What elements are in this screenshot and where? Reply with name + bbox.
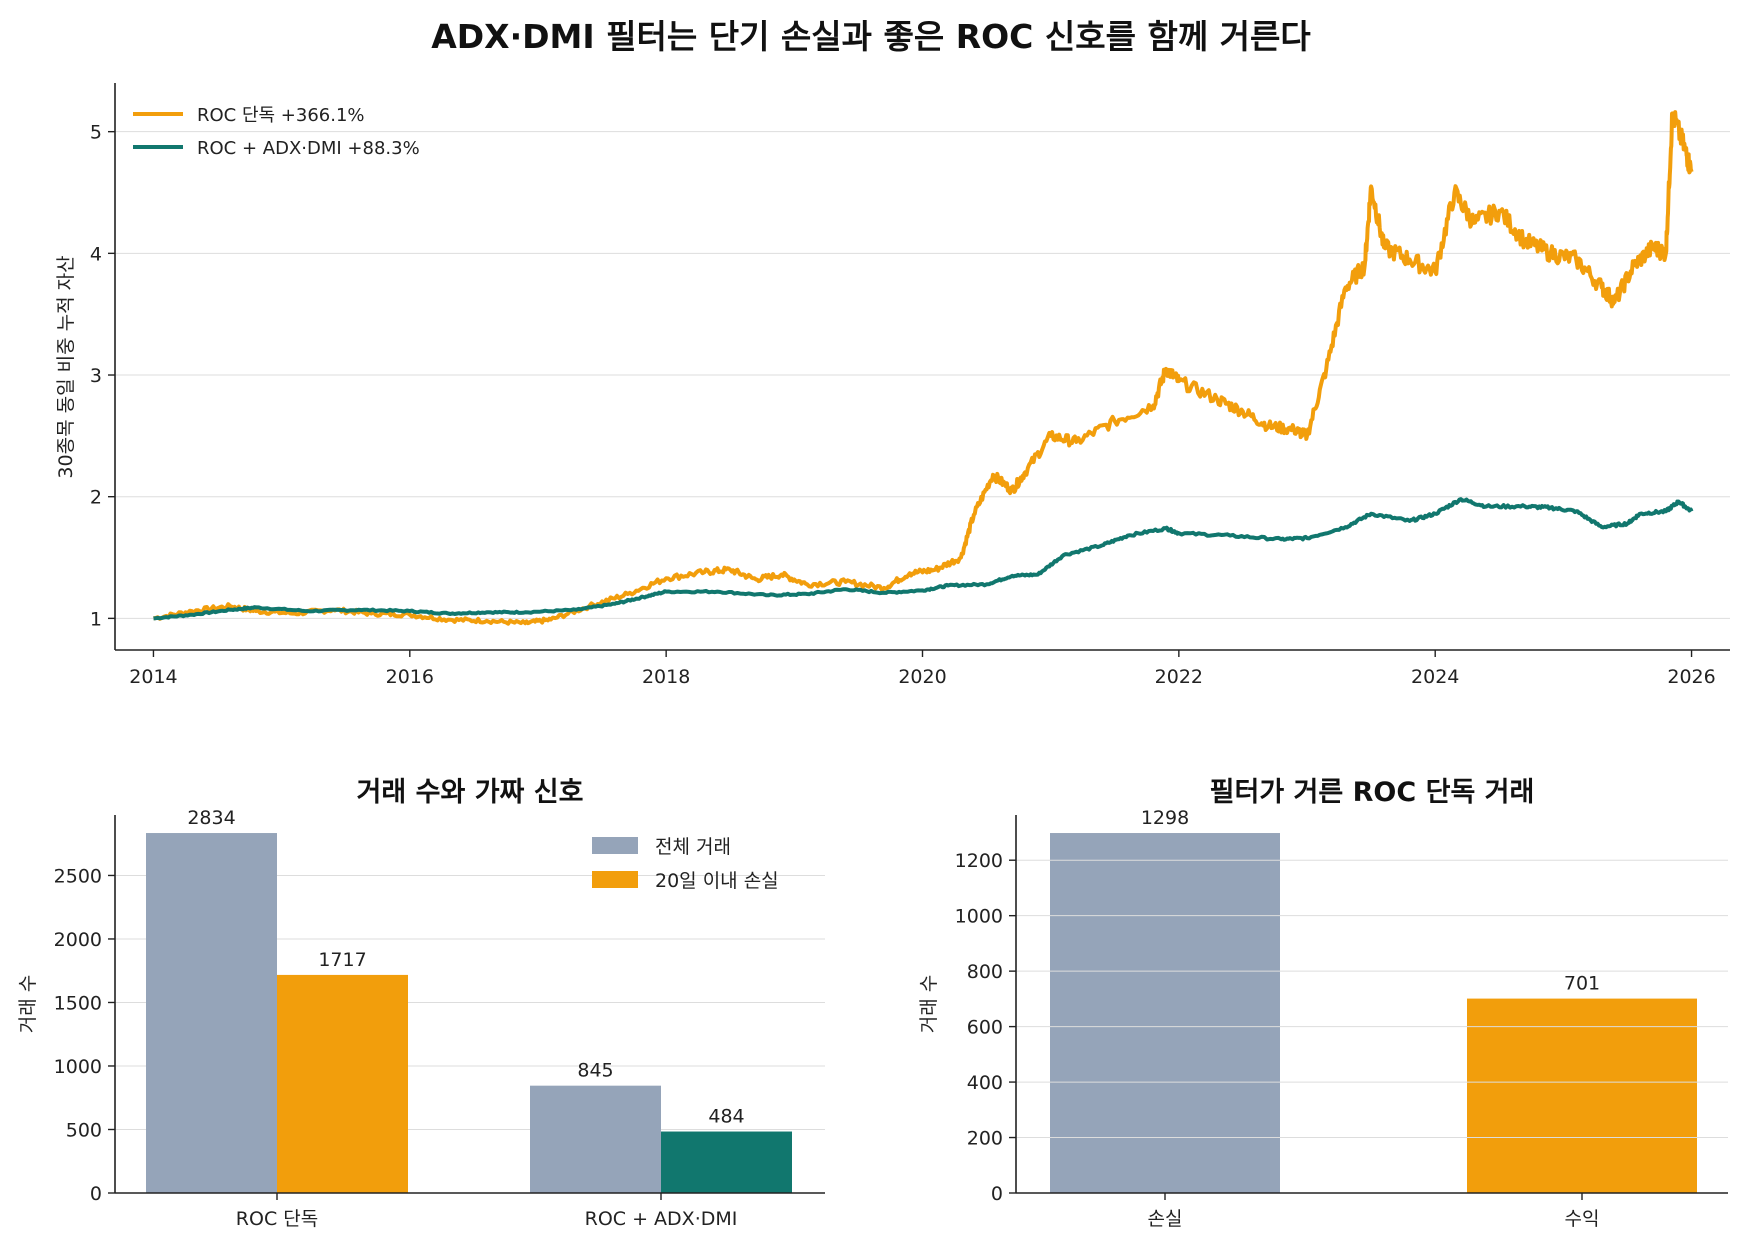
equity-x-tick-label: 2024	[1411, 666, 1459, 688]
equity-line-chart: 1 2 3 4 5 2014 2016 2018 2020 2022 2024 2026 30종목 동…	[55, 83, 1730, 688]
trades-y-tick-label: 500	[66, 1119, 102, 1141]
equity-series-lines	[153, 110, 1694, 626]
legend-label-roc-adx: ROC + ADX·DMI +88.3%	[197, 138, 420, 159]
trades-y-tick-label: 2000	[54, 929, 102, 951]
equity-y-tick-label: 3	[90, 365, 102, 387]
bar-loss-20d	[661, 1131, 792, 1193]
filtered-y-tick-label: 0	[991, 1183, 1003, 1205]
trades-data-labels: 2834 1717 845 484	[187, 807, 744, 1127]
legend-label-loss-20d: 20일 이내 손실	[655, 870, 779, 892]
bar-data-label: 1298	[1141, 807, 1189, 829]
equity-y-axis-label: 30종목 동일 비중 누적 자산	[55, 255, 77, 478]
filtered-gridlines	[1016, 859, 1728, 1139]
equity-y-tick-label: 4	[90, 243, 102, 265]
trades-ticks: 0 500 1000 1500 2000 2500 ROC 단독 ROC + ADX·DMI	[54, 865, 738, 1230]
bar-data-label: 701	[1564, 973, 1600, 995]
filtered-y-tick-label: 1200	[955, 850, 1003, 872]
trades-y-axis-label: 거래 수	[17, 975, 39, 1033]
filtered-chart-title: 필터가 거른 ROC 단독 거래	[1210, 777, 1535, 808]
filtered-x-tick-label: 손실	[1148, 1208, 1183, 1230]
trades-x-tick-label: ROC + ADX·DMI	[585, 1208, 738, 1230]
equity-y-tick-label: 2	[90, 487, 102, 509]
equity-x-tick-label: 2014	[129, 666, 177, 688]
filtered-y-tick-label: 800	[967, 961, 1003, 983]
filtered-ticks: 손실 수익 0 200 400 600 800 1000 1200	[955, 850, 1600, 1230]
filtered-bars	[1050, 833, 1697, 1193]
equity-legend: ROC 단독 +366.1% ROC + ADX·DMI +88.3%	[133, 105, 420, 159]
legend-label-roc-only: ROC 단독 +366.1%	[197, 105, 365, 126]
series-line-roc-adx	[153, 497, 1694, 621]
equity-y-tick-label: 1	[90, 608, 102, 630]
filtered-y-axis-label: 거래 수	[918, 975, 940, 1033]
legend-label-all-trades: 전체 거래	[655, 836, 731, 858]
legend-swatch-all-trades	[592, 837, 638, 854]
equity-y-tick-label: 5	[90, 122, 102, 144]
series-line-roc-only	[153, 110, 1694, 626]
trades-bar-chart: 거래 수와 가짜 신호 2834 1717 845 484 0 500 1000 1500 2…	[17, 777, 825, 1230]
filtered-y-tick-label: 1000	[955, 906, 1003, 928]
filtered-data-labels: 1298 701	[1141, 807, 1600, 995]
equity-gridlines	[115, 131, 1730, 619]
bar-loss	[1050, 833, 1280, 1193]
filtered-y-tick-label: 600	[967, 1017, 1003, 1039]
bar-data-label: 2834	[187, 807, 235, 829]
bar-data-label: 845	[577, 1060, 613, 1082]
filtered-x-tick-label: 수익	[1565, 1208, 1600, 1230]
trades-bars	[146, 833, 792, 1193]
bar-data-label: 1717	[318, 949, 366, 971]
equity-axes	[114, 83, 1730, 651]
legend-swatch-loss-20d	[592, 871, 638, 888]
bar-loss-20d	[277, 974, 408, 1193]
bar-all-trades	[146, 833, 277, 1193]
trades-legend: 전체 거래 20일 이내 손실	[592, 836, 779, 892]
filtered-y-tick-label: 400	[967, 1072, 1003, 1094]
equity-ticks: 1 2 3 4 5 2014 2016 2018 2020 2022 2024 2026	[90, 122, 1716, 688]
equity-x-tick-label: 2026	[1667, 666, 1715, 688]
trades-y-tick-label: 2500	[54, 865, 102, 887]
equity-x-tick-label: 2020	[898, 666, 946, 688]
figure-title: ADX·DMI 필터는 단기 손실과 좋은 ROC 신호를 함께 거른다	[431, 17, 1311, 56]
filtered-y-tick-label: 200	[967, 1128, 1003, 1150]
bar-data-label: 484	[708, 1106, 744, 1128]
equity-x-tick-label: 2016	[386, 666, 434, 688]
equity-x-tick-label: 2018	[642, 666, 690, 688]
bar-profit	[1467, 998, 1697, 1193]
trades-x-tick-label: ROC 단독	[236, 1208, 318, 1230]
trades-chart-title: 거래 수와 가짜 신호	[357, 777, 584, 808]
filtered-bar-chart: 필터가 거른 ROC 단독 거래 1298 701 손실 수익 0 200 400 600 8…	[918, 777, 1728, 1230]
trades-y-tick-label: 1000	[54, 1056, 102, 1078]
equity-x-tick-label: 2022	[1155, 666, 1203, 688]
trades-y-tick-label: 0	[90, 1183, 102, 1205]
bar-all-trades	[530, 1085, 661, 1193]
trades-y-tick-label: 1500	[54, 992, 102, 1014]
